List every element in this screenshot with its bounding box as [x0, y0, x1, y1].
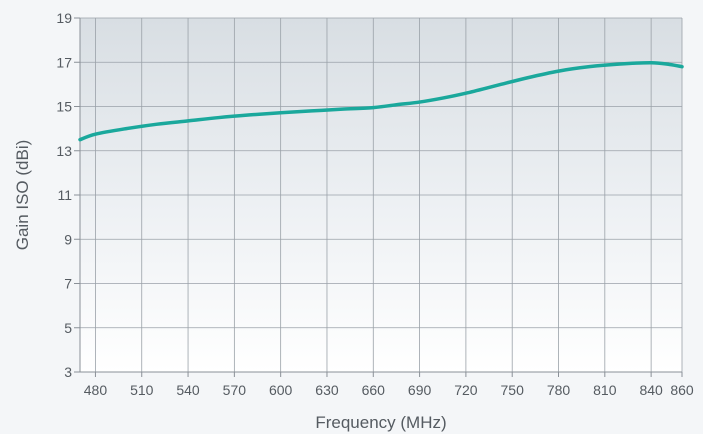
- y-tick-label: 5: [64, 320, 72, 336]
- y-tick-label: 13: [56, 143, 72, 159]
- y-tick-label: 19: [56, 10, 72, 26]
- y-tick-label: 11: [57, 187, 72, 203]
- x-tick-label: 510: [130, 382, 154, 398]
- y-tick-label: 15: [56, 99, 72, 115]
- gain-series-line: [78, 60, 684, 142]
- x-tick-label: 570: [223, 382, 247, 398]
- y-tick-label: 9: [64, 231, 72, 247]
- x-tick-label: 780: [547, 382, 571, 398]
- x-tick-label: 690: [408, 382, 432, 398]
- y-tick-label: 17: [56, 54, 72, 70]
- x-axis-title: Frequency (MHz): [315, 413, 446, 432]
- x-tick-label: 840: [639, 382, 663, 398]
- y-tick-label: 3: [64, 364, 72, 380]
- x-tick-label: 480: [84, 382, 108, 398]
- x-tick-label: 660: [362, 382, 386, 398]
- x-tick-label: 630: [315, 382, 339, 398]
- x-tick-label: 750: [501, 382, 525, 398]
- x-tick-label: 860: [670, 382, 694, 398]
- x-tick-label: 600: [269, 382, 293, 398]
- y-tick-label: 7: [64, 276, 72, 292]
- x-tick-label: 720: [454, 382, 478, 398]
- y-axis-title: Gain ISO (dBi): [13, 140, 32, 251]
- x-tick-label: 810: [593, 382, 617, 398]
- x-tick-label: 540: [176, 382, 200, 398]
